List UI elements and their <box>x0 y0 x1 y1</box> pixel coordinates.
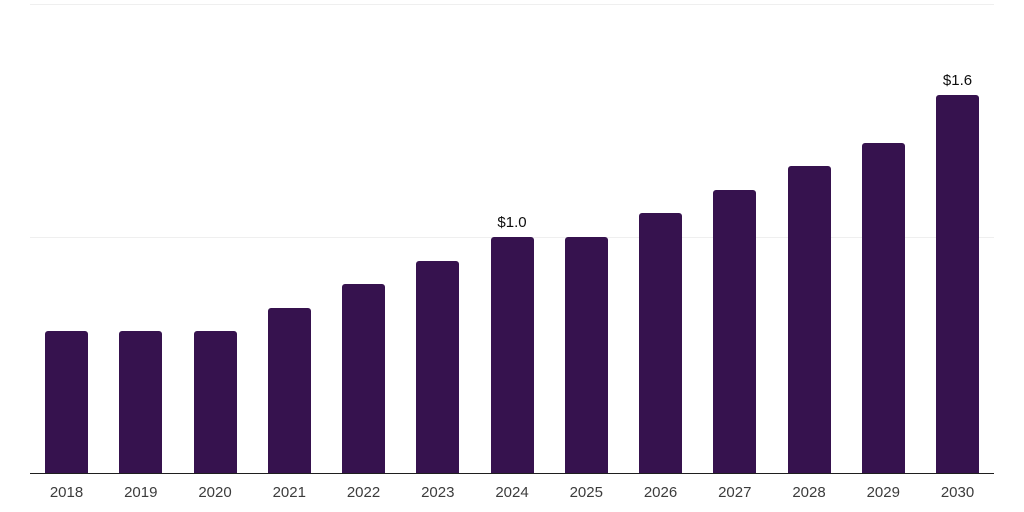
bar-2022 <box>342 284 385 473</box>
bar-2018 <box>45 331 88 473</box>
x-axis-tick-label-2025: 2025 <box>569 484 603 501</box>
bar-2029 <box>861 143 905 473</box>
bar-2019 <box>119 331 163 473</box>
x-axis-tick-label-2026: 2026 <box>643 484 678 501</box>
x-axis-tick-label-2019: 2019 <box>124 484 158 501</box>
x-axis-tick-label-2020: 2020 <box>198 484 232 501</box>
x-axis-line <box>30 472 994 474</box>
bar-value-label-2024: $1.0 <box>497 214 527 231</box>
bar-2024 <box>490 237 534 473</box>
bar-2030 <box>936 95 979 473</box>
bar-2020 <box>193 331 237 473</box>
bar-2021 <box>267 308 311 473</box>
x-axis-tick-label-2023: 2023 <box>421 484 455 501</box>
gridline <box>30 4 994 5</box>
x-axis-tick-label-2021: 2021 <box>272 484 306 501</box>
x-axis-tick-label-2022: 2022 <box>346 484 381 501</box>
x-axis-tick-label-2029: 2029 <box>866 484 900 501</box>
x-axis-tick-label-2018: 2018 <box>49 484 84 501</box>
x-axis-tick-label-2027: 2027 <box>718 484 752 501</box>
bar-2026 <box>639 213 682 473</box>
bar-value-label-2030: $1.6 <box>942 72 973 89</box>
x-axis-tick-label-2028: 2028 <box>792 484 826 501</box>
bar-2025 <box>564 237 608 473</box>
x-axis-tick-label-2030: 2030 <box>940 484 975 501</box>
x-axis-tick-label-2024: 2024 <box>495 484 529 501</box>
bar-2023 <box>416 261 460 473</box>
bar-2028 <box>787 166 831 473</box>
plot-area: $1.0 $1.6 <box>30 4 994 474</box>
bar-2027 <box>713 190 757 473</box>
